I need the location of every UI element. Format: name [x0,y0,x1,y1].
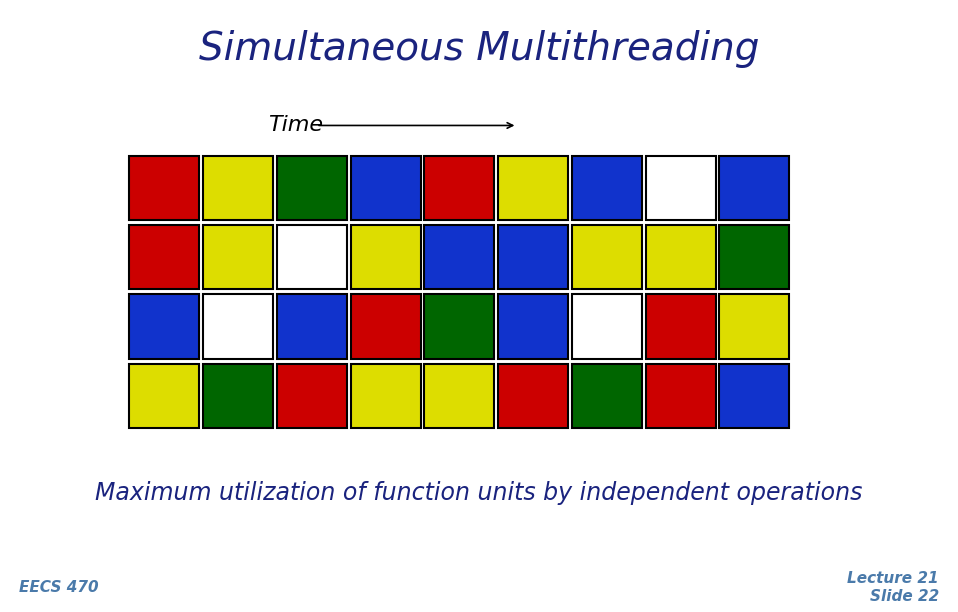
Bar [572,294,642,359]
Bar [203,225,273,289]
Bar [351,294,421,359]
Bar [351,364,421,428]
Bar [277,294,347,359]
Bar [572,364,642,428]
Bar [719,294,789,359]
Bar [351,156,421,220]
Bar [129,225,199,289]
Bar [646,225,716,289]
Bar [203,156,273,220]
Bar [351,225,421,289]
Bar [719,364,789,428]
Bar [719,156,789,220]
Text: Lecture 21
Slide 22: Lecture 21 Slide 22 [847,572,939,603]
Text: Maximum utilization of function units by independent operations: Maximum utilization of function units by… [95,480,863,505]
Bar [498,156,568,220]
Bar [129,364,199,428]
Text: Simultaneous Multithreading: Simultaneous Multithreading [199,30,759,68]
Bar [424,156,494,220]
Bar [424,225,494,289]
Bar [646,156,716,220]
Bar [277,364,347,428]
Bar [719,225,789,289]
Bar [498,364,568,428]
Bar [424,364,494,428]
Bar [277,225,347,289]
Text: EECS 470: EECS 470 [19,580,99,595]
Bar [646,294,716,359]
Bar [498,225,568,289]
Bar [572,225,642,289]
Bar [203,364,273,428]
Bar [646,364,716,428]
Bar [277,156,347,220]
Bar [203,294,273,359]
Bar [129,156,199,220]
Bar [572,156,642,220]
Bar [498,294,568,359]
Text: Time: Time [268,116,324,135]
Bar [129,294,199,359]
Bar [424,294,494,359]
